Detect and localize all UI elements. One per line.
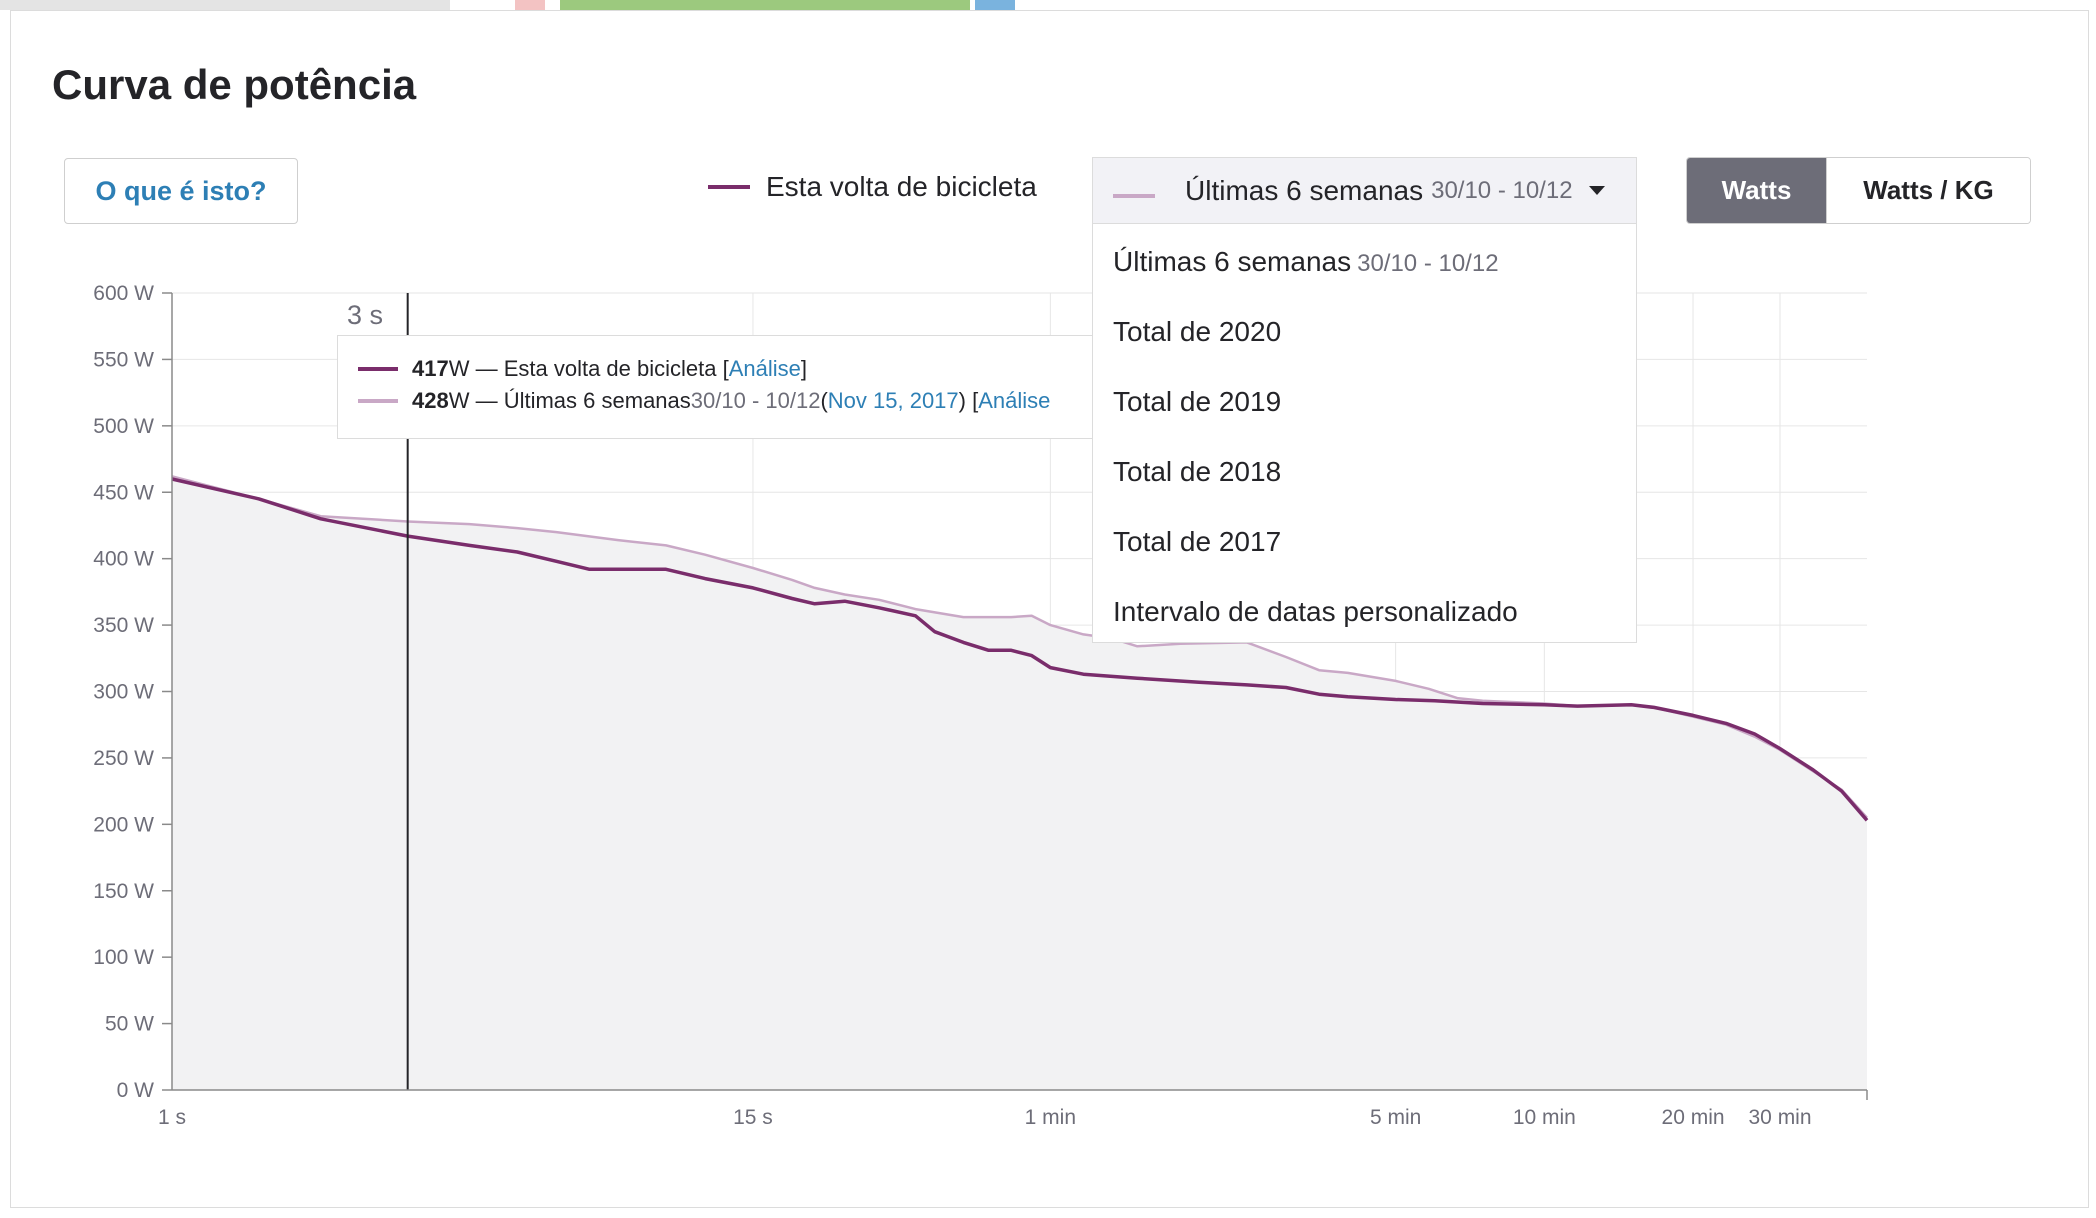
y-tick-label: 0 W <box>117 1079 155 1102</box>
tooltip-ride-analysis-link[interactable]: Análise <box>728 356 801 381</box>
chart-tooltip: 417 W — Esta volta de bicicleta [ Anális… <box>337 335 1097 439</box>
dropdown-selected-range: 30/10 - 10/12 <box>1431 176 1573 204</box>
y-tick-label: 150 W <box>93 880 154 903</box>
legend-swatch-compare <box>1113 193 1155 198</box>
tooltip-row-compare: 428 W — Últimas 6 semanas 30/10 - 10/12 … <box>358 388 1050 414</box>
dropdown-selected-label: Últimas 6 semanas <box>1185 174 1424 206</box>
y-tick-label: 300 W <box>93 681 154 704</box>
what-is-this-button[interactable]: O que é isto? <box>64 158 298 224</box>
cursor-time-label: 3 s <box>347 300 384 330</box>
x-tick-label: 1 s <box>158 1106 186 1129</box>
tooltip-compare-date-link[interactable]: Nov 15, 2017 <box>827 388 959 413</box>
y-tick-label: 200 W <box>93 813 154 836</box>
dropdown-option-2019[interactable]: Total de 2019 <box>1113 386 1282 417</box>
chevron-down-icon <box>1588 186 1605 195</box>
x-tick-label: 5 min <box>1370 1106 1421 1129</box>
dropdown-option-custom-range[interactable]: Intervalo de datas personalizado <box>1113 596 1518 627</box>
compare-area <box>172 476 1867 1090</box>
dropdown-option-last-6-weeks[interactable]: Últimas 6 semanas 30/10 - 10/12 <box>1113 246 1499 278</box>
y-tick-label: 550 W <box>93 348 154 371</box>
tooltip-compare-analysis-link[interactable]: Análise <box>978 388 1051 413</box>
tooltip-row-ride: 417 W — Esta volta de bicicleta [ Anális… <box>358 356 807 382</box>
page-title: Curva de potência <box>52 61 417 108</box>
y-tick-label: 350 W <box>93 614 154 637</box>
x-tick-label: 15 s <box>733 1106 773 1129</box>
tooltip-swatch-ride <box>358 367 398 371</box>
tooltip-compare-text: W — Últimas 6 semanas <box>448 388 691 413</box>
dropdown-option-2018[interactable]: Total de 2018 <box>1113 456 1282 487</box>
tooltip-compare-mid: ) [ <box>958 388 979 413</box>
legend-swatch-ride <box>708 185 750 189</box>
unit-toggle: Watts Watts / KG <box>1686 157 2031 224</box>
y-tick-label: 50 W <box>105 1013 154 1036</box>
x-tick-label: 20 min <box>1662 1106 1725 1129</box>
x-tick-label: 1 min <box>1025 1106 1076 1129</box>
y-tick-label: 250 W <box>93 747 154 770</box>
tooltip-swatch-compare <box>358 399 398 403</box>
x-tick-label: 10 min <box>1513 1106 1576 1129</box>
tooltip-compare-open: ( <box>820 388 828 413</box>
dropdown-option-2017[interactable]: Total de 2017 <box>1113 526 1282 557</box>
tooltip-ride-text: W — Esta volta de bicicleta [ <box>448 356 729 381</box>
legend-item-ride: Esta volta de bicicleta <box>708 171 1037 203</box>
comparison-period-dropdown[interactable]: Últimas 6 semanas 30/10 - 10/12 <box>1092 157 1637 223</box>
tooltip-ride-value: 417 <box>412 356 449 381</box>
dropdown-option-2020[interactable]: Total de 2020 <box>1113 316 1282 347</box>
y-tick-label: 500 W <box>93 415 154 438</box>
watts-per-kg-button[interactable]: Watts / KG <box>1826 158 2030 223</box>
y-tick-label: 450 W <box>93 481 154 504</box>
tooltip-compare-value: 428 <box>412 388 449 413</box>
y-tick-label: 600 W <box>93 282 154 305</box>
tooltip-compare-range: 30/10 - 10/12 <box>690 388 821 413</box>
y-tick-label: 400 W <box>93 548 154 571</box>
tooltip-ride-close: ] <box>800 356 807 381</box>
option-range: 30/10 - 10/12 <box>1357 250 1499 277</box>
top-map-strip <box>0 0 1015 10</box>
option-label: Últimas 6 semanas <box>1113 246 1352 277</box>
legend-label-ride: Esta volta de bicicleta <box>766 171 1037 202</box>
y-tick-label: 100 W <box>93 946 154 969</box>
watts-button[interactable]: Watts <box>1687 158 1826 223</box>
x-tick-label: 30 min <box>1749 1106 1812 1129</box>
series-line-this-ride <box>171 477 1869 822</box>
dropdown-menu: Últimas 6 semanas 30/10 - 10/12 Total de … <box>1092 223 1637 643</box>
